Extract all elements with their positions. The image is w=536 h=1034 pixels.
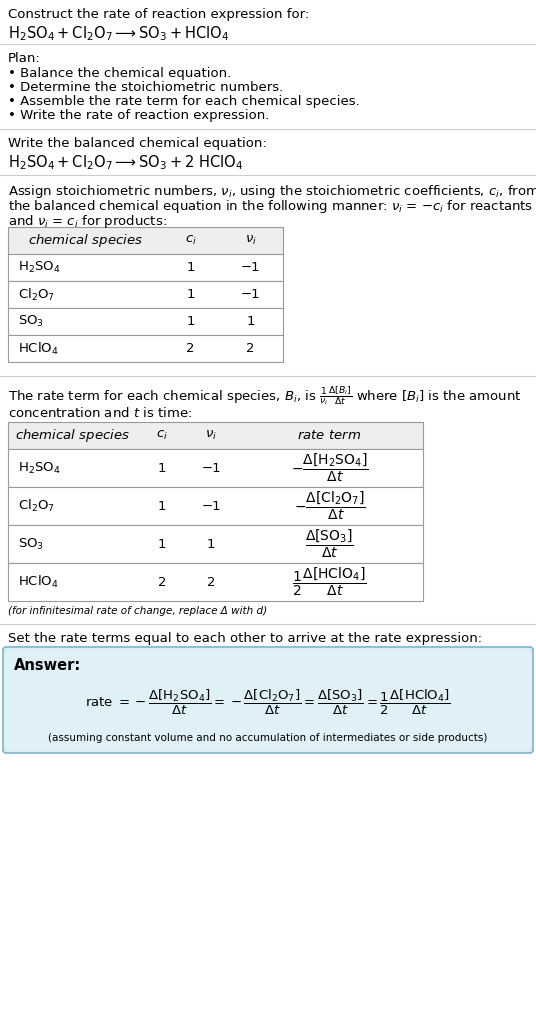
Text: 2: 2: [186, 342, 195, 355]
Text: $\mathit{rate\ term}$: $\mathit{rate\ term}$: [297, 429, 361, 442]
Text: • Balance the chemical equation.: • Balance the chemical equation.: [8, 67, 231, 80]
Bar: [8, 449, 423, 487]
Bar: [8, 308, 283, 335]
Text: $\dfrac{\Delta[\mathrm{SO_3}]}{\Delta t}$: $\dfrac{\Delta[\mathrm{SO_3}]}{\Delta t}…: [305, 527, 354, 560]
Text: 1: 1: [158, 499, 166, 513]
Text: $\mathrm{H_2SO_4}$: $\mathrm{H_2SO_4}$: [18, 260, 61, 275]
Bar: [8, 562, 423, 601]
Text: −1: −1: [241, 261, 260, 274]
Text: $\mathit{c_i}$: $\mathit{c_i}$: [184, 234, 196, 247]
Text: $-\dfrac{\Delta[\mathrm{Cl_2O_7}]}{\Delta t}$: $-\dfrac{\Delta[\mathrm{Cl_2O_7}]}{\Delt…: [294, 490, 366, 522]
Text: • Write the rate of reaction expression.: • Write the rate of reaction expression.: [8, 109, 270, 122]
Text: Write the balanced chemical equation:: Write the balanced chemical equation:: [8, 136, 267, 150]
Text: −1: −1: [201, 461, 221, 475]
Text: 1: 1: [246, 315, 255, 328]
Text: $\mathit{chemical\ species}$: $\mathit{chemical\ species}$: [16, 427, 130, 444]
Text: $\mathrm{HClO_4}$: $\mathrm{HClO_4}$: [18, 574, 59, 590]
Text: 1: 1: [186, 288, 195, 301]
Text: $\mathrm{H_2SO_4 + Cl_2O_7 \longrightarrow SO_3 + 2\ HClO_4}$: $\mathrm{H_2SO_4 + Cl_2O_7 \longrightarr…: [8, 153, 243, 172]
Text: Assign stoichiometric numbers, $\mathit{\nu_i}$, using the stoichiometric coeffi: Assign stoichiometric numbers, $\mathit{…: [8, 183, 536, 200]
Text: 1: 1: [186, 261, 195, 274]
Text: Answer:: Answer:: [14, 658, 81, 673]
Text: −1: −1: [201, 499, 221, 513]
Text: 1: 1: [207, 538, 215, 550]
Text: the balanced chemical equation in the following manner: $\mathit{\nu_i}$ = $-\ma: the balanced chemical equation in the fo…: [8, 197, 533, 215]
Text: $\mathrm{Cl_2O_7}$: $\mathrm{Cl_2O_7}$: [18, 498, 55, 514]
Text: 2: 2: [207, 576, 215, 588]
FancyBboxPatch shape: [3, 647, 533, 753]
Text: $\mathrm{H_2SO_4}$: $\mathrm{H_2SO_4}$: [18, 460, 61, 476]
Bar: [8, 227, 283, 254]
Text: $\mathit{\nu_i}$: $\mathit{\nu_i}$: [205, 429, 217, 443]
Text: $\mathit{c_i}$: $\mathit{c_i}$: [156, 429, 168, 443]
Bar: [8, 281, 283, 308]
Text: $\mathit{\nu_i}$: $\mathit{\nu_i}$: [244, 234, 256, 247]
Bar: [8, 254, 283, 281]
Text: $\mathrm{H_2SO_4 + Cl_2O_7 \longrightarrow SO_3 + HClO_4}$: $\mathrm{H_2SO_4 + Cl_2O_7 \longrightarr…: [8, 24, 229, 42]
Text: and $\mathit{\nu_i}$ = $\mathit{c_i}$ for products:: and $\mathit{\nu_i}$ = $\mathit{c_i}$ fo…: [8, 213, 167, 230]
Text: (for infinitesimal rate of change, replace Δ with d): (for infinitesimal rate of change, repla…: [8, 606, 267, 616]
Bar: [8, 422, 423, 449]
Text: −1: −1: [241, 288, 260, 301]
Bar: [8, 525, 423, 562]
Text: 2: 2: [158, 576, 166, 588]
Text: $\mathrm{SO_3}$: $\mathrm{SO_3}$: [18, 537, 44, 551]
Text: Set the rate terms equal to each other to arrive at the rate expression:: Set the rate terms equal to each other t…: [8, 632, 482, 645]
Text: rate $= -\dfrac{\Delta[\mathrm{H_2SO_4}]}{\Delta t} = -\dfrac{\Delta[\mathrm{Cl_: rate $= -\dfrac{\Delta[\mathrm{H_2SO_4}]…: [85, 688, 451, 717]
Text: $\dfrac{1}{2}\dfrac{\Delta[\mathrm{HClO_4}]}{\Delta t}$: $\dfrac{1}{2}\dfrac{\Delta[\mathrm{HClO_…: [292, 566, 367, 599]
Text: The rate term for each chemical species, $\mathit{B_i}$, is $\frac{1}{\mathit{\n: The rate term for each chemical species,…: [8, 384, 522, 407]
Text: Plan:: Plan:: [8, 52, 41, 65]
Text: 1: 1: [186, 315, 195, 328]
Text: 2: 2: [246, 342, 255, 355]
Text: (assuming constant volume and no accumulation of intermediates or side products): (assuming constant volume and no accumul…: [48, 733, 488, 743]
Text: 1: 1: [158, 461, 166, 475]
Text: $\mathrm{SO_3}$: $\mathrm{SO_3}$: [18, 314, 44, 329]
Text: • Determine the stoichiometric numbers.: • Determine the stoichiometric numbers.: [8, 81, 283, 94]
Bar: [8, 487, 423, 525]
Text: $-\dfrac{\Delta[\mathrm{H_2SO_4}]}{\Delta t}$: $-\dfrac{\Delta[\mathrm{H_2SO_4}]}{\Delt…: [291, 452, 368, 484]
Bar: [8, 335, 283, 362]
Text: 1: 1: [158, 538, 166, 550]
Text: $\mathrm{HClO_4}$: $\mathrm{HClO_4}$: [18, 340, 59, 357]
Text: • Assemble the rate term for each chemical species.: • Assemble the rate term for each chemic…: [8, 95, 360, 108]
Text: concentration and $\mathit{t}$ is time:: concentration and $\mathit{t}$ is time:: [8, 406, 192, 420]
Text: $\mathrm{Cl_2O_7}$: $\mathrm{Cl_2O_7}$: [18, 286, 55, 303]
Text: $\mathit{chemical\ species}$: $\mathit{chemical\ species}$: [28, 232, 143, 249]
Text: Construct the rate of reaction expression for:: Construct the rate of reaction expressio…: [8, 8, 309, 21]
